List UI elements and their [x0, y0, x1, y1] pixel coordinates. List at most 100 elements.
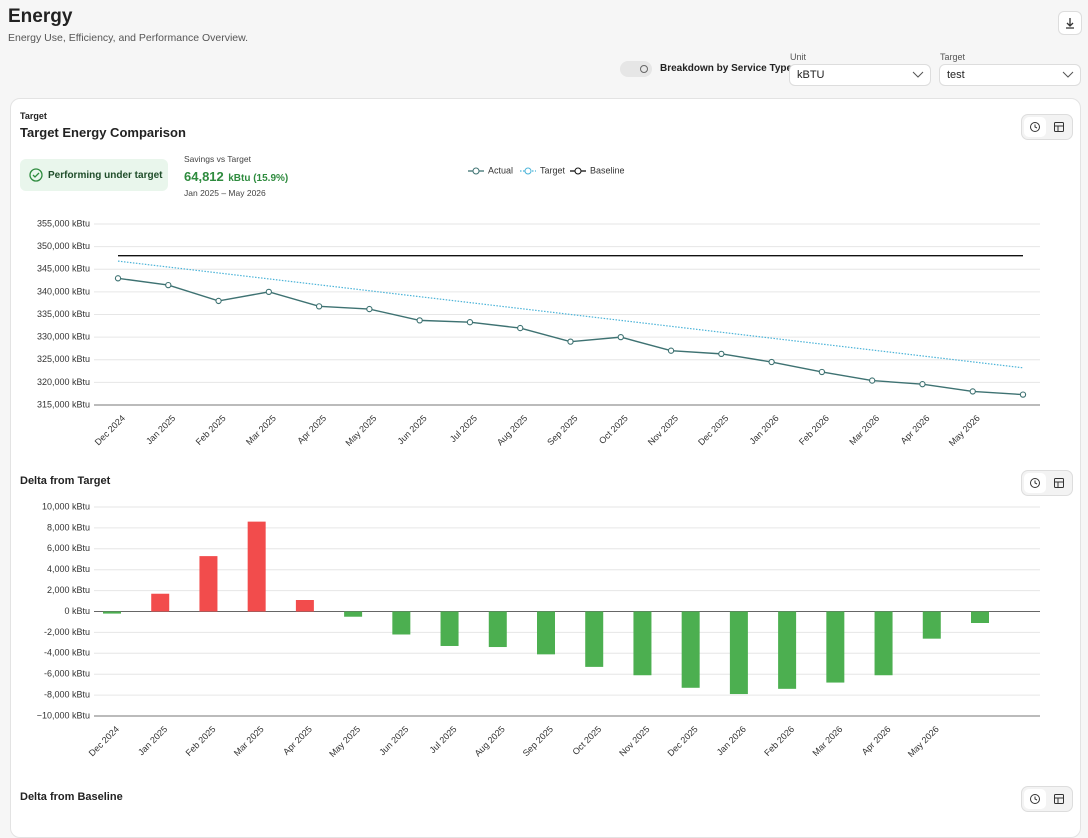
point	[416, 317, 423, 324]
y-tick-label: 4,000 kBtu	[47, 564, 90, 574]
y-tick-label: 10,000 kBtu	[42, 501, 90, 511]
target-value: test	[947, 69, 965, 81]
table-view-button[interactable]	[1048, 473, 1070, 493]
y-tick-label: 355,000 kBtu	[37, 218, 90, 228]
legend-marker	[472, 167, 480, 175]
page-title: Energy	[8, 6, 73, 27]
point	[617, 333, 624, 341]
y-tick-label: 350,000 kBtu	[37, 241, 90, 251]
chart-title: Delta from Target	[20, 475, 111, 487]
status-text: Performing under target	[48, 170, 163, 181]
savings-value: 64,812	[184, 169, 224, 184]
point	[969, 388, 976, 395]
x-tick-label: Oct 2025	[597, 413, 630, 446]
bar	[826, 611, 845, 683]
point	[567, 338, 574, 345]
bar	[681, 611, 700, 688]
x-tick-label: Jul 2025	[448, 413, 479, 444]
point	[466, 319, 474, 326]
table-view-button[interactable]	[1048, 789, 1070, 809]
view-toggle	[1021, 786, 1073, 812]
y-tick-label: -8,000 kBtu	[44, 689, 90, 699]
x-tick-label: Apr 2025	[281, 724, 314, 757]
table-icon	[1054, 478, 1064, 488]
x-tick-label: Oct 2025	[570, 724, 603, 757]
x-tick-label: Sep 2025	[545, 413, 579, 447]
x-tick-label: Jul 2025	[428, 724, 459, 755]
unit-select[interactable]: kBTU	[789, 64, 931, 86]
clock-icon	[1030, 478, 1040, 488]
clock-icon	[1030, 794, 1040, 804]
x-tick-label: May 2026	[906, 724, 941, 759]
status-badge: Performing under target	[20, 159, 168, 191]
point	[919, 381, 926, 388]
x-tick-label: Apr 2026	[860, 724, 893, 757]
chevron	[912, 71, 924, 78]
target-select[interactable]: test	[939, 64, 1081, 86]
x-tick-label: Jan 2026	[715, 724, 748, 757]
x-tick-label: May 2025	[343, 413, 378, 448]
chart-view-button[interactable]	[1024, 473, 1046, 493]
x-tick-label: Mar 2025	[232, 724, 266, 758]
legend-label: Target	[540, 165, 566, 175]
x-tick-label: Mar 2025	[244, 413, 278, 447]
point	[215, 297, 222, 305]
y-tick-label: 325,000 kBtu	[37, 354, 90, 364]
table-icon	[1054, 794, 1064, 804]
point	[768, 358, 775, 366]
x-tick-label: Dec 2025	[696, 413, 730, 447]
bar	[729, 611, 748, 695]
y-tick-label: -2,000 kBtu	[44, 627, 90, 637]
bar	[778, 611, 797, 689]
y-tick-label: 0 kBtu	[64, 606, 90, 616]
point	[366, 305, 373, 313]
savings-unit: kBtu (15.9%)	[228, 173, 289, 184]
legend-label: Baseline	[590, 165, 625, 175]
x-tick-label: Jan 2026	[747, 413, 780, 446]
x-tick-label: Jan 2025	[136, 724, 169, 757]
check-icon	[29, 168, 43, 182]
series-line	[117, 260, 1024, 369]
point	[1019, 391, 1027, 398]
x-tick-label: Aug 2025	[473, 724, 507, 758]
toggle-label: Breakdown by Service Type	[660, 63, 793, 74]
bar	[344, 611, 363, 617]
chart-view-button[interactable]	[1024, 789, 1046, 809]
section-title: Delta from Baseline	[20, 791, 123, 803]
table-view-button[interactable]	[1048, 117, 1070, 137]
x-tick-label: May 2026	[947, 413, 982, 448]
clock-icon	[1030, 122, 1040, 132]
view-toggle	[1021, 114, 1073, 140]
x-tick-label: Nov 2025	[646, 413, 680, 447]
unit-value: kBTU	[797, 69, 825, 81]
x-tick-label: Sep 2025	[521, 724, 555, 758]
legend-marker	[524, 167, 532, 175]
table-icon	[1054, 122, 1064, 132]
y-tick-label: −10,000 kBtu	[37, 710, 90, 720]
toggle[interactable]	[620, 61, 652, 77]
bar	[392, 611, 411, 635]
y-tick-label: 320,000 kBtu	[37, 377, 90, 387]
bar	[151, 593, 170, 612]
chart-title: Target Energy Comparison	[20, 125, 186, 140]
x-tick-label: Mar 2026	[847, 413, 881, 447]
x-tick-label: Feb 2026	[762, 724, 796, 758]
chevron	[1062, 71, 1074, 78]
savings: 64,812 kBtu (15.9%)	[184, 168, 288, 186]
bar	[199, 556, 218, 612]
y-tick-label: 345,000 kBtu	[37, 264, 90, 274]
bar	[874, 611, 893, 676]
bar	[488, 611, 507, 648]
chart-view-button[interactable]	[1024, 117, 1046, 137]
bar	[537, 611, 555, 655]
bar	[295, 600, 314, 612]
x-tick-label: Apr 2025	[295, 413, 328, 446]
x-tick-label: Dec 2024	[87, 724, 121, 758]
bar	[585, 611, 604, 667]
page-subtitle: Energy Use, Efficiency, and Performance …	[8, 32, 249, 44]
unit-label: Unit	[790, 52, 807, 62]
x-tick-label: Mar 2026	[810, 724, 844, 758]
x-tick-label: Jun 2025	[395, 413, 428, 446]
download-button[interactable]	[1058, 11, 1082, 35]
